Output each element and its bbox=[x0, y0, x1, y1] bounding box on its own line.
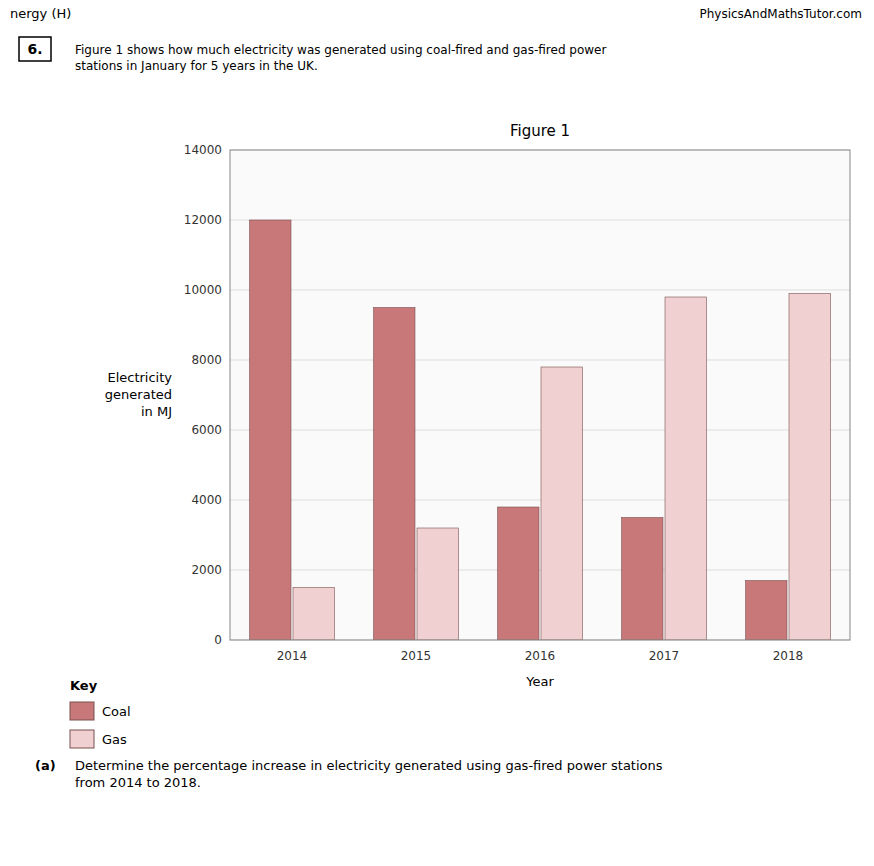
y-tick-label: 4000 bbox=[191, 493, 222, 507]
bar bbox=[293, 588, 334, 641]
legend-swatch bbox=[70, 730, 94, 748]
legend-entry: Gas bbox=[102, 732, 127, 747]
annotation: (a) bbox=[35, 758, 56, 773]
y-tick-label: 2000 bbox=[191, 563, 222, 577]
bar bbox=[746, 581, 787, 641]
bar bbox=[374, 308, 415, 641]
x-tick-label: 2015 bbox=[401, 649, 432, 663]
bar bbox=[498, 507, 539, 640]
y-axis-label: Electricitygeneratedin MJ bbox=[105, 370, 172, 419]
plot-background bbox=[230, 150, 850, 640]
question-number-box bbox=[19, 37, 51, 61]
annotation: 6. bbox=[27, 41, 42, 57]
bars bbox=[250, 220, 831, 640]
bar bbox=[541, 367, 582, 640]
annotation: Determine the percentage increase in ele… bbox=[75, 758, 663, 790]
grid-line bbox=[230, 290, 850, 291]
y-tick-label: 8000 bbox=[191, 353, 222, 367]
x-tick-label: 2018 bbox=[773, 649, 804, 663]
annotation: PhysicsAndMathsTutor.com bbox=[699, 7, 862, 21]
x-tick-label: 2014 bbox=[277, 649, 308, 663]
bar bbox=[622, 518, 663, 641]
x-tick-label: 2016 bbox=[525, 649, 556, 663]
grid-line bbox=[230, 360, 850, 361]
x-axis-label: Year bbox=[525, 674, 554, 689]
grid-line bbox=[230, 220, 850, 221]
annotation: Key bbox=[70, 678, 98, 693]
y-tick-label: 10000 bbox=[184, 283, 222, 297]
y-tick-label: 12000 bbox=[184, 213, 222, 227]
title: Figure 1 bbox=[510, 122, 570, 140]
bar bbox=[417, 528, 458, 640]
y-tick-label: 0 bbox=[214, 633, 222, 647]
annotation: Figure 1 shows how much electricity was … bbox=[75, 43, 606, 73]
grid-line bbox=[230, 500, 850, 501]
y-tick-label: 14000 bbox=[184, 143, 222, 157]
bar bbox=[250, 220, 291, 640]
chart: nergy (H) PhysicsAndMathsTutor.com 6. Figur… bbox=[0, 0, 874, 866]
grid-line bbox=[230, 430, 850, 431]
bar bbox=[789, 294, 830, 641]
legend-entry: Coal bbox=[102, 704, 131, 719]
legend-swatch bbox=[70, 702, 94, 720]
plot-frame bbox=[230, 150, 850, 640]
x-tick-label: 2017 bbox=[649, 649, 680, 663]
bar bbox=[665, 297, 706, 640]
annotation: nergy (H) bbox=[10, 6, 71, 21]
grid-line bbox=[230, 570, 850, 571]
y-tick-label: 6000 bbox=[191, 423, 222, 437]
